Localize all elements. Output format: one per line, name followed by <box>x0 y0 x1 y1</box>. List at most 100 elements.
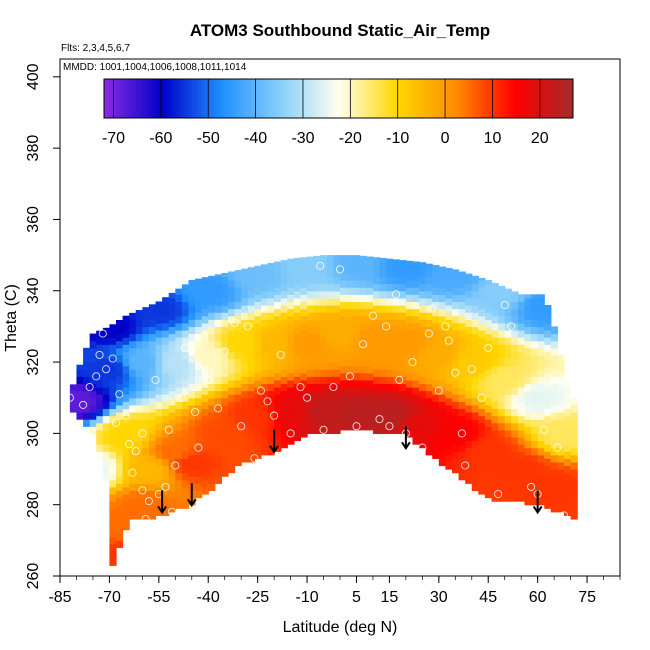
field-cell <box>425 411 433 420</box>
field-cell <box>399 426 407 434</box>
obs-marker <box>329 382 338 392</box>
field-cell <box>155 344 163 352</box>
field-cell <box>438 344 447 352</box>
field-cell <box>511 379 519 388</box>
field-cell <box>399 390 407 399</box>
colorbar-swatch <box>564 79 568 118</box>
field-cell <box>432 294 440 303</box>
field-cell <box>148 369 157 377</box>
field-cell <box>214 476 223 484</box>
field-cell <box>214 347 223 356</box>
field-cell <box>267 283 275 292</box>
field-cell <box>340 394 348 402</box>
field-cell <box>102 436 111 445</box>
obs-marker <box>335 265 345 274</box>
field-cell <box>89 411 97 420</box>
field-cell <box>293 404 302 413</box>
field-cell <box>550 476 559 484</box>
field-cell <box>241 269 249 278</box>
field-cell <box>300 422 308 431</box>
field-cell <box>524 294 532 299</box>
field-cell <box>471 347 479 356</box>
field-cell <box>419 340 427 349</box>
field-cell <box>537 469 545 477</box>
field-cell <box>392 319 400 328</box>
field-cell <box>557 390 565 399</box>
colorbar-swatch <box>250 79 254 118</box>
field-cell <box>142 447 150 456</box>
field-cell <box>109 501 117 509</box>
field-cell <box>155 422 163 431</box>
field-cell <box>517 493 526 502</box>
field-cell <box>366 315 374 324</box>
field-cell <box>511 344 519 352</box>
obs-marker <box>553 443 562 452</box>
field-cell <box>392 390 400 399</box>
field-cell <box>438 401 447 410</box>
field-cell <box>201 394 209 402</box>
field-cell <box>168 404 176 413</box>
colorbar-tick-label: 0 <box>441 130 450 147</box>
field-cell <box>379 305 387 313</box>
field-cell <box>168 340 176 349</box>
field-cell <box>326 262 335 270</box>
field-cell <box>531 340 539 349</box>
field-cell <box>386 340 394 349</box>
colorbar-swatch <box>335 79 339 118</box>
field-cell <box>531 294 539 299</box>
field-cell <box>188 454 196 463</box>
field-cell <box>83 397 91 406</box>
field-cell <box>129 497 137 506</box>
field-cell <box>188 426 196 434</box>
field-cell <box>445 290 453 299</box>
field-cell <box>346 337 354 345</box>
field-cell <box>135 319 143 328</box>
field-cell <box>168 490 176 499</box>
colorbar-swatch <box>558 79 562 118</box>
field-cell <box>511 358 519 367</box>
field-cell <box>234 358 242 367</box>
field-cell <box>537 312 545 320</box>
field-cell <box>320 340 328 349</box>
field-cell <box>353 265 361 274</box>
field-cell <box>471 312 479 320</box>
field-cell <box>537 404 545 413</box>
colorbar-tick-label: -30 <box>291 130 314 147</box>
field-cell <box>214 454 223 463</box>
field-cell <box>405 329 414 338</box>
field-cell <box>465 319 473 328</box>
field-cell <box>201 444 209 452</box>
field-cell <box>386 404 394 413</box>
colorbar-swatch <box>555 79 559 118</box>
field-cell <box>399 354 407 363</box>
field-cell <box>129 326 137 335</box>
field-cell <box>550 383 559 392</box>
field-cell <box>544 451 552 459</box>
field-cell <box>267 262 275 270</box>
field-cell <box>550 504 559 513</box>
field-cell <box>175 294 183 303</box>
field-cell <box>122 344 130 352</box>
field-cell <box>280 404 288 413</box>
field-cell <box>142 497 150 506</box>
field-cell <box>511 408 519 417</box>
field-cell <box>524 461 532 470</box>
field-cell <box>452 337 460 345</box>
colorbar-swatch <box>344 79 348 118</box>
field-cell <box>280 390 288 399</box>
colorbar-swatch <box>147 79 152 118</box>
field-cell <box>392 354 400 363</box>
field-cell <box>471 476 479 484</box>
field-cell <box>504 337 512 345</box>
field-cell <box>162 379 170 388</box>
field-cell <box>531 454 539 463</box>
field-cell <box>168 397 176 406</box>
field-cell <box>320 390 328 399</box>
field-cell <box>267 269 275 278</box>
field-cell <box>504 329 512 338</box>
field-cell <box>267 347 275 356</box>
field-cell <box>168 483 176 492</box>
field-cell <box>517 429 526 438</box>
field-cell <box>96 379 104 388</box>
field-cell <box>254 280 262 288</box>
